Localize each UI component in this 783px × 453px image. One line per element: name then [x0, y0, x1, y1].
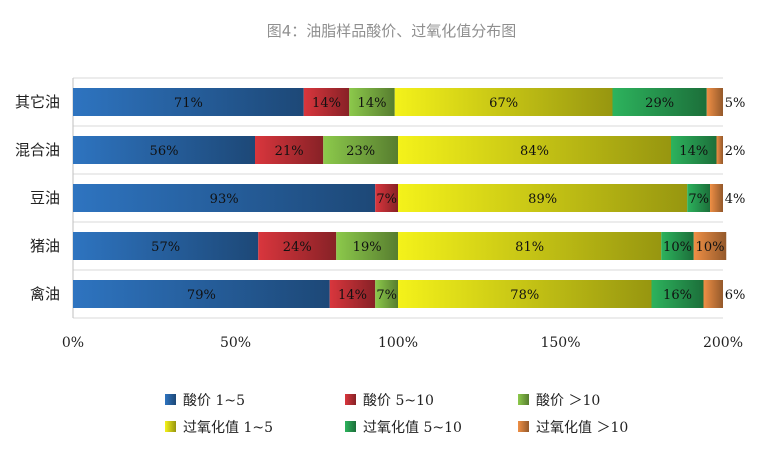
data-label: 93% — [210, 192, 239, 207]
data-label: 16% — [663, 288, 692, 303]
data-label: 7% — [688, 192, 709, 207]
data-label: 5% — [725, 96, 746, 111]
legend-label: 酸价 1~5 — [183, 393, 245, 409]
data-label: 10% — [696, 240, 725, 255]
data-label: 7% — [376, 288, 397, 303]
x-tick-label: 0% — [62, 335, 84, 351]
legend-swatch — [165, 421, 176, 432]
legend-label: 酸价 ＞10 — [536, 393, 600, 409]
legend-label: 过氧化值 5~10 — [363, 420, 462, 436]
bar-segment — [375, 184, 398, 212]
category-label: 豆油 — [30, 189, 60, 207]
data-label: 7% — [376, 192, 397, 207]
data-label: 29% — [645, 96, 674, 111]
bar-segment — [710, 184, 723, 212]
bar-segment — [703, 280, 723, 308]
x-tick-label: 150% — [540, 335, 580, 351]
data-label: 84% — [520, 144, 549, 159]
bar-segment — [349, 88, 395, 116]
legend-swatch — [518, 421, 529, 432]
data-label: 56% — [150, 144, 179, 159]
legend-label: 酸价 5~10 — [363, 393, 434, 409]
bar-segment — [73, 136, 255, 164]
data-label: 14% — [312, 96, 341, 111]
bar-segment — [73, 232, 259, 260]
data-label: 78% — [510, 288, 539, 303]
bar-segment — [398, 280, 652, 308]
bar-segment — [706, 88, 723, 116]
bar-segment — [73, 280, 330, 308]
legend-swatch — [345, 421, 356, 432]
data-label: 2% — [725, 144, 746, 159]
data-label: 14% — [358, 96, 387, 111]
data-label: 19% — [353, 240, 382, 255]
bar-segment — [693, 232, 727, 260]
bar-segment — [336, 232, 398, 260]
bar-segment — [398, 136, 671, 164]
bar-segment — [651, 280, 704, 308]
legend-swatch — [345, 394, 356, 405]
bar-segment — [73, 88, 304, 116]
data-label: 14% — [679, 144, 708, 159]
bar-segment — [255, 136, 324, 164]
data-label: 23% — [346, 144, 375, 159]
bar-segment — [716, 136, 723, 164]
bar-segment — [394, 88, 613, 116]
bar-segment — [398, 232, 662, 260]
bar-segment — [612, 88, 707, 116]
data-label: 4% — [725, 192, 746, 207]
legend-label: 过氧化值 1~5 — [183, 420, 273, 436]
data-label: 24% — [283, 240, 312, 255]
x-tick-label: 100% — [378, 335, 418, 351]
data-label: 79% — [187, 288, 216, 303]
data-label: 6% — [725, 288, 746, 303]
data-label: 71% — [174, 96, 203, 111]
data-label: 81% — [515, 240, 544, 255]
category-label: 其它油 — [15, 93, 60, 111]
data-label: 21% — [275, 144, 304, 159]
x-tick-label: 50% — [220, 335, 251, 351]
legend-label: 过氧化值 ＞10 — [536, 420, 628, 436]
category-label: 混合油 — [15, 141, 60, 159]
data-label: 67% — [489, 96, 518, 111]
data-label: 57% — [151, 240, 180, 255]
chart-title: 图4：油脂样品酸价、过氧化值分布图 — [266, 22, 517, 40]
bar-segment — [671, 136, 717, 164]
bar-segment — [661, 232, 694, 260]
category-label: 禽油 — [30, 285, 60, 303]
data-label: 89% — [528, 192, 557, 207]
category-label: 猪油 — [30, 237, 60, 255]
x-tick-label: 200% — [703, 335, 743, 351]
legend-swatch — [518, 394, 529, 405]
bar-segment — [398, 184, 688, 212]
bar-segment — [687, 184, 710, 212]
bar-segment — [323, 136, 398, 164]
data-label: 10% — [663, 240, 692, 255]
bar-segment — [73, 184, 376, 212]
bar-segment — [375, 280, 398, 308]
bar-segment — [329, 280, 376, 308]
data-label: 14% — [338, 288, 367, 303]
bar-segment — [258, 232, 337, 260]
bar-segment — [303, 88, 350, 116]
legend-swatch — [165, 394, 176, 405]
